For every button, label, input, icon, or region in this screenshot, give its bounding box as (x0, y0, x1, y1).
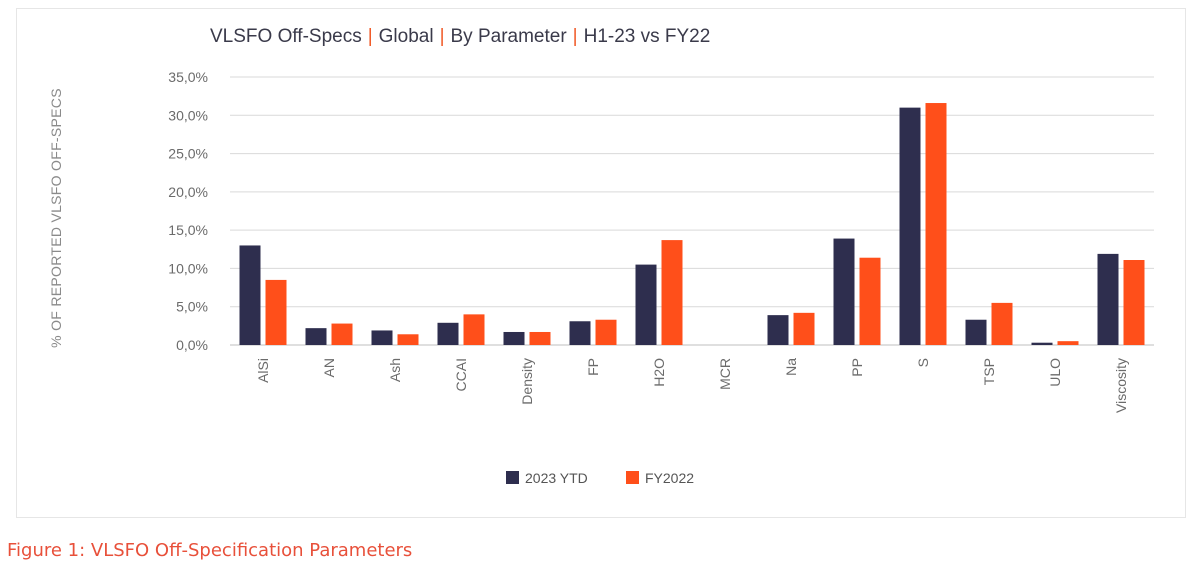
y-tick-label: 25,0% (168, 146, 208, 162)
title-part-1: VLSFO Off-Specs (210, 26, 362, 47)
legend-swatch (506, 471, 519, 484)
chart-panel (16, 8, 1186, 518)
bar-2023-ytd-pp (833, 238, 855, 345)
title-separator-2: | (439, 26, 445, 47)
bar-fy2022-an (331, 323, 353, 345)
bars (239, 103, 1145, 345)
bar-fy2022-alsi (265, 279, 287, 345)
legend-swatch (626, 471, 639, 484)
y-tick-label: 30,0% (168, 107, 208, 123)
bar-2023-ytd-viscosity (1097, 253, 1119, 345)
figure-caption: Figure 1: VLSFO Off-Specification Parame… (7, 540, 413, 561)
x-tick-label: Viscosity (1113, 358, 1129, 413)
gridlines (230, 76, 1154, 346)
y-tick-label: 15,0% (168, 222, 208, 238)
bar-fy2022-density (529, 331, 551, 345)
x-tick-label: PP (849, 358, 865, 377)
y-tick-label: 5,0% (176, 299, 208, 315)
title-separator-1: | (367, 26, 373, 47)
bar-fy2022-na (793, 312, 815, 345)
bar-2023-ytd-na (767, 315, 789, 345)
x-tick-label: Na (783, 358, 799, 376)
bar-fy2022-h2o (661, 240, 683, 345)
bar-2023-ytd-h2o (635, 264, 657, 345)
y-axis-label: % OF REPORTED VLSFO OFF-SPECS (48, 88, 64, 348)
bar-2023-ytd-s (899, 107, 921, 345)
bar-2023-ytd-an (305, 328, 327, 345)
bar-fy2022-ccai (463, 314, 485, 345)
bar-2023-ytd-ash (371, 330, 393, 345)
bar-fy2022-fp (595, 319, 617, 345)
x-tick-label: MCR (717, 358, 733, 390)
y-axis-ticks: 0,0% 5,0% 10,0% 15,0% 20,0% 25,0% 30,0% 35,0% (168, 69, 208, 353)
title-part-4: H1-23 vs FY22 (583, 26, 711, 47)
title-separator-3: | (572, 26, 578, 47)
x-tick-label: Ash (387, 358, 403, 382)
x-tick-label: TSP (981, 358, 997, 385)
x-tick-label: H2O (651, 358, 667, 387)
bar-2023-ytd-fp (569, 321, 591, 345)
bar-fy2022-s (925, 103, 947, 345)
x-tick-label: AlSi (255, 358, 271, 383)
legend: 2023 YTD FY2022 (506, 470, 694, 486)
y-tick-label: 35,0% (168, 69, 208, 85)
title-part-2: Global (378, 26, 434, 47)
bar-2023-ytd-density (503, 331, 525, 345)
legend-label: 2023 YTD (525, 470, 588, 486)
x-tick-label: S (915, 358, 931, 367)
x-tick-label: FP (585, 358, 601, 376)
x-tick-label: CCAI (453, 358, 469, 391)
bar-2023-ytd-tsp (965, 319, 987, 345)
y-tick-label: 20,0% (168, 184, 208, 200)
bar-2023-ytd-ccai (437, 322, 459, 345)
y-tick-label: 0,0% (176, 337, 208, 353)
x-tick-label: AN (321, 358, 337, 377)
bar-fy2022-ash (397, 334, 419, 345)
legend-label: FY2022 (645, 470, 694, 486)
x-tick-label: Density (519, 358, 535, 405)
y-tick-label: 10,0% (168, 260, 208, 276)
bar-fy2022-tsp (991, 302, 1013, 345)
x-axis-ticks: AlSi AN Ash CCAI Density FP H2O MCR Na PP S TSP ULO V… (255, 358, 1129, 413)
bar-2023-ytd-alsi (239, 245, 261, 345)
bar-2023-ytd-ulo (1031, 342, 1053, 345)
chart-title: VLSFO Off-Specs | Global | By Parameter | H1-2… (210, 26, 710, 48)
bar-fy2022-viscosity (1123, 260, 1145, 345)
x-tick-label: ULO (1047, 358, 1063, 387)
bar-fy2022-pp (859, 257, 881, 345)
bar-fy2022-ulo (1057, 341, 1079, 345)
title-part-3: By Parameter (450, 26, 567, 47)
